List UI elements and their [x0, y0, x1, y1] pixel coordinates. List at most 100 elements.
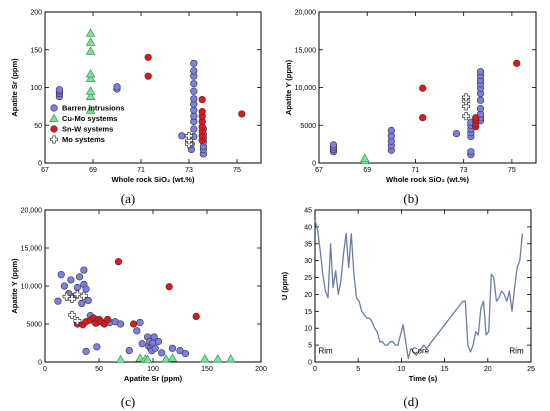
data-point	[104, 315, 112, 324]
data-point	[84, 296, 92, 305]
series-mo-systems	[185, 131, 193, 149]
series-mo-systems	[462, 93, 471, 121]
data-point	[190, 87, 198, 95]
x-tick-label: 5	[356, 366, 360, 373]
y-tick-label: 20,000	[21, 208, 43, 215]
data-point	[80, 266, 88, 274]
data-point	[192, 312, 200, 321]
panel-caption: (d)	[403, 394, 418, 409]
y-tick-label: 20,000	[295, 10, 317, 17]
y-tick-label: 100	[30, 85, 42, 92]
data-point	[462, 93, 471, 102]
data-point	[113, 83, 121, 91]
panel-caption: (a)	[121, 191, 135, 206]
data-point	[165, 283, 173, 291]
x-axis-label: Whole rock SiO₂ (wt.%)	[112, 175, 195, 184]
data-point	[226, 354, 236, 363]
data-point	[78, 299, 86, 308]
y-tick-label: 25	[304, 275, 312, 282]
data-point	[419, 84, 427, 92]
x-tick-label: 71	[412, 167, 420, 174]
data-point	[476, 96, 485, 104]
data-point	[168, 344, 177, 352]
x-axis-label: Whole rock SiO₂ (wt.%)	[386, 175, 469, 184]
data-point	[190, 106, 198, 114]
data-point	[158, 349, 166, 357]
legend-label: Sn-W systems	[62, 125, 113, 134]
y-tick-label: 45	[304, 208, 312, 215]
data-point	[62, 292, 71, 301]
y-tick-label: 10,000	[21, 284, 43, 291]
legend-marker	[50, 125, 58, 133]
series-cu-mo-systems	[85, 28, 96, 114]
y-tick-label: 0	[308, 360, 312, 367]
data-point	[462, 102, 471, 111]
legend-marker	[50, 135, 58, 144]
data-point	[190, 95, 198, 103]
y-tick-label: 20	[304, 292, 312, 299]
data-point	[60, 282, 69, 290]
data-point	[472, 114, 480, 122]
data-point	[462, 112, 471, 121]
data-point	[144, 72, 152, 80]
data-point	[85, 105, 96, 114]
y-tick-label: 5000	[26, 322, 42, 329]
data-point	[144, 53, 152, 61]
data-point	[476, 68, 485, 76]
x-axis-label: Apatite Sr (ppm)	[124, 374, 183, 383]
data-point	[116, 320, 125, 328]
x-tick-label: 0	[43, 366, 47, 373]
x-tick-label: 15	[441, 366, 449, 373]
data-point	[161, 354, 171, 363]
data-point	[151, 344, 159, 352]
data-point	[73, 290, 82, 299]
panel-caption: (b)	[403, 191, 418, 206]
y-tick-label: 10,000	[295, 85, 317, 92]
x-tick-label: 75	[508, 167, 516, 174]
data-point	[136, 318, 144, 327]
data-point	[82, 347, 90, 355]
data-point	[178, 132, 186, 140]
x-tick-label: 10	[398, 366, 406, 373]
y-tick-label: 10	[304, 326, 312, 333]
data-point	[115, 354, 126, 364]
data-point	[85, 46, 96, 55]
series-sn-w-systems	[419, 59, 521, 131]
y-tick-label: 30	[304, 258, 312, 265]
legend-marker	[50, 104, 58, 112]
y-tick-label: 5000	[300, 123, 316, 130]
data-point	[190, 125, 198, 133]
data-point	[190, 67, 198, 75]
x-tick-label: 25	[527, 366, 535, 373]
data-point	[198, 108, 206, 116]
x-tick-label: 50	[95, 366, 103, 373]
legend-label: Cu-Mo systems	[62, 114, 117, 123]
data-point	[452, 129, 461, 138]
plot-frame	[318, 11, 537, 164]
data-point	[190, 80, 198, 88]
data-point	[85, 28, 96, 37]
y-tick-label: 15	[304, 309, 312, 316]
chart-panel-d: 0 5 10 15 20 25 0 5 10 15 20 25 30 35 40 45 Time (s) U (p…	[280, 208, 535, 410]
data-point	[200, 354, 210, 363]
data-point	[176, 347, 184, 355]
series-barren-intrusions	[329, 68, 485, 159]
chart-panel-b: 67 69 71 73 75 0 5000 10,000 15,000 20,000 Whole r…	[284, 10, 537, 206]
y-axis-label: Apatite Y (ppm)	[284, 59, 293, 115]
data-point	[85, 37, 96, 46]
data-point	[198, 95, 206, 104]
legend-label: Mo systems	[62, 135, 105, 144]
data-point	[213, 354, 223, 363]
data-point	[154, 337, 162, 346]
series-mo-systems	[62, 290, 88, 325]
y-tick-label: 0	[312, 161, 316, 168]
data-point	[190, 112, 198, 120]
data-point	[387, 126, 395, 135]
x-tick-label: 75	[233, 167, 241, 174]
y-tick-label: 0	[38, 360, 42, 367]
data-point	[181, 350, 189, 358]
chart-panel-c: 0 50 100 150 200 0 5000 10,000 15,000 20,000 Apati…	[10, 208, 267, 410]
data-point	[54, 297, 62, 305]
y-tick-label: 15,000	[295, 47, 317, 54]
